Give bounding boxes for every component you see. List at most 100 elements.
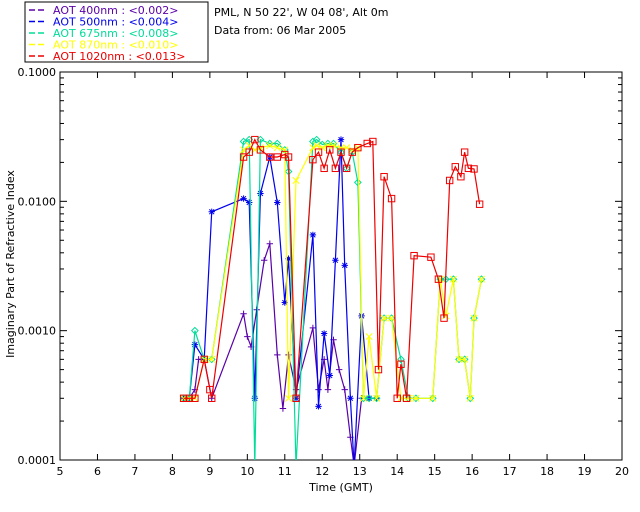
- x-tick-label: 16: [465, 465, 479, 478]
- data-point: [337, 148, 345, 156]
- data-point: [273, 139, 282, 148]
- data-point: [373, 394, 381, 402]
- y-tick-label: 0.0100: [18, 195, 57, 208]
- y-tick-label: 0.1000: [18, 66, 57, 79]
- data-point: [466, 394, 474, 402]
- y-tick-label: 0.0010: [18, 325, 57, 338]
- data-point: [359, 394, 368, 403]
- x-tick-label: 10: [240, 465, 254, 478]
- legend-label: AOT 400nm : <0.002>: [53, 4, 179, 17]
- data-point: [372, 394, 381, 403]
- data-point: [429, 394, 437, 402]
- data-point: [179, 394, 188, 402]
- x-tick-label: 15: [428, 465, 442, 478]
- data-point: [320, 164, 328, 173]
- legend-label: AOT 675nm : <0.008>: [53, 27, 179, 40]
- data-point: [332, 257, 339, 264]
- data-point: [279, 405, 287, 412]
- x-tick-label: 7: [131, 465, 138, 478]
- data-point: [245, 148, 253, 156]
- x-tick-label: 6: [94, 465, 101, 478]
- data-point: [455, 355, 463, 364]
- data-point: [427, 253, 435, 261]
- data-point: [266, 141, 274, 150]
- data-point: [354, 143, 362, 152]
- data-point: [374, 365, 383, 374]
- data-point: [284, 394, 293, 402]
- legend: AOT 400nm : <0.002>AOT 500nm : <0.004>AO…: [24, 1, 209, 63]
- x-tick-label: 11: [278, 465, 292, 478]
- data-point: [318, 144, 326, 152]
- data-point: [412, 394, 420, 403]
- data-point: [292, 176, 300, 185]
- data-point: [363, 139, 371, 148]
- x-axis-label: Time (GMT): [308, 481, 373, 494]
- data-point: [460, 148, 469, 156]
- data-point: [348, 148, 356, 156]
- x-tick-label: 18: [540, 465, 554, 478]
- data-point: [470, 314, 478, 322]
- data-point: [246, 199, 253, 206]
- data-point: [329, 139, 338, 148]
- data-point: [309, 324, 317, 332]
- plot-frame: [59, 71, 623, 461]
- y-axis-label: Imaginary Part of Refractive Index: [4, 170, 17, 358]
- date-info: Data from: 06 Mar 2005: [214, 24, 347, 37]
- data-point: [324, 141, 332, 150]
- series-4: [179, 135, 484, 402]
- data-point: [331, 164, 340, 173]
- plot-border: [59, 71, 623, 461]
- data-point: [380, 314, 388, 322]
- data-point: [365, 394, 374, 403]
- data-point: [428, 394, 437, 403]
- legend-box: [24, 1, 209, 63]
- data-point: [285, 255, 292, 262]
- data-point: [251, 135, 259, 144]
- series-line: [183, 138, 481, 399]
- data-point: [207, 355, 216, 364]
- data-point: [464, 164, 473, 173]
- data-point: [475, 200, 484, 208]
- data-point: [410, 251, 418, 260]
- data-point: [240, 310, 247, 318]
- y-tick-label: 0.0001: [18, 454, 57, 467]
- data-point: [191, 341, 199, 348]
- x-tick-label: 12: [315, 465, 329, 478]
- data-point: [326, 372, 333, 379]
- x-tick-label: 17: [503, 465, 517, 478]
- legend-label: AOT 870nm : <0.010>: [53, 39, 179, 52]
- data-point: [308, 137, 317, 146]
- data-point: [341, 386, 348, 393]
- x-tick-label: 9: [206, 465, 213, 478]
- data-point: [257, 190, 264, 197]
- data-point: [397, 360, 405, 368]
- data-point: [457, 173, 465, 181]
- data-point: [365, 333, 373, 341]
- data-point: [208, 394, 216, 402]
- series-layer: [179, 135, 486, 469]
- data-point: [451, 163, 459, 171]
- data-point: [449, 275, 457, 283]
- data-point: [266, 240, 274, 247]
- data-point: [206, 385, 214, 394]
- data-point: [190, 326, 199, 335]
- legend-label: AOT 500nm : <0.004>: [53, 16, 179, 29]
- axis-ticks: 5 6 7 8 9 10 11 12 13 14 15 16 17 18 19 20 0.0001 0.0010 0…: [18, 66, 630, 478]
- data-point: [251, 395, 259, 402]
- data-point: [380, 173, 388, 181]
- data-point: [326, 146, 334, 154]
- x-tick-label: 19: [578, 465, 592, 478]
- data-point: [244, 333, 251, 340]
- data-point: [293, 463, 299, 469]
- data-point: [347, 395, 354, 402]
- x-tick-label: 8: [169, 465, 176, 478]
- data-point: [274, 199, 281, 206]
- data-point: [359, 394, 368, 402]
- data-point: [324, 386, 332, 393]
- x-tick-label: 20: [615, 465, 629, 478]
- data-point: [470, 165, 478, 173]
- data-point: [440, 314, 448, 322]
- data-point: [434, 275, 443, 283]
- data-point: [260, 257, 268, 264]
- data-point: [208, 208, 215, 215]
